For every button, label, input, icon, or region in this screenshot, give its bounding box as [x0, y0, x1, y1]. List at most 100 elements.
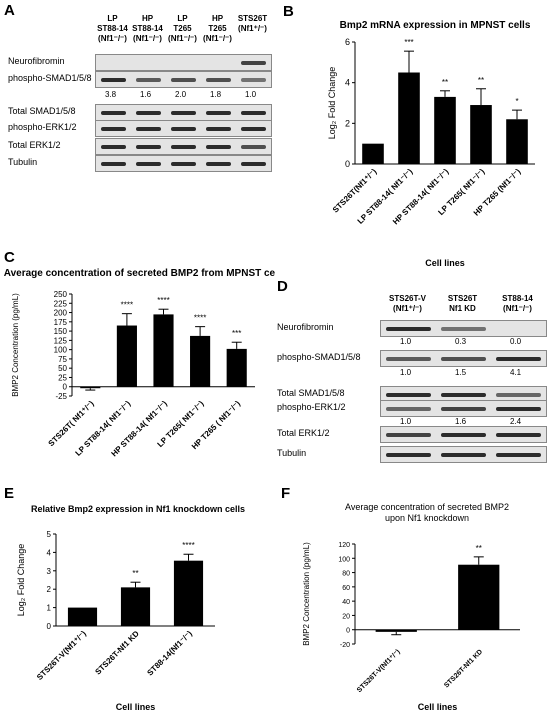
- y-tick-label: 50: [58, 364, 67, 373]
- lane-header: HP T265 (Nf1⁻/⁻): [200, 14, 235, 44]
- y-tick-label: 1: [47, 604, 52, 613]
- y-tick-label: 75: [58, 355, 67, 364]
- x-axis-label: Cell lines: [418, 702, 458, 712]
- y-axis-label: Log₂ Fold Change: [16, 544, 26, 617]
- lane-header-line: HP: [141, 14, 154, 23]
- blot-band: [136, 126, 161, 131]
- chart-title: Average concentration of secreted BMP2: [345, 502, 509, 512]
- bar: [116, 325, 137, 387]
- y-tick-label: 0: [346, 628, 350, 635]
- lane-header-line: (Nf1⁻/⁻): [168, 34, 197, 43]
- blot-band: [441, 356, 486, 361]
- blot-row-label: phospho-ERK1/2: [277, 402, 346, 412]
- blot-band: [171, 126, 196, 131]
- y-tick-label: -20: [340, 642, 350, 649]
- blot-band: [386, 326, 431, 331]
- significance-marker: ****: [194, 314, 206, 323]
- significance-marker: ****: [121, 301, 133, 310]
- blot-band: [171, 77, 196, 82]
- blot-row: [380, 446, 547, 463]
- lane-header-line: STS26T: [447, 294, 478, 303]
- y-tick-label: 100: [338, 556, 350, 563]
- psmad-quant: 4.1: [510, 368, 522, 377]
- chart-title: upon Nf1 knockdown: [385, 513, 469, 523]
- chart-f: F Average concentration of secreted BMP2u…: [281, 485, 520, 712]
- y-tick-label: 3: [47, 567, 52, 576]
- perk-quant: 1.6: [455, 417, 467, 426]
- blot-band: [441, 326, 486, 331]
- lane-header: STS26T Nf1 KD: [435, 294, 490, 314]
- blot-band: [386, 452, 431, 457]
- blot-band: [386, 356, 431, 361]
- x-axis-label: Cell lines: [116, 702, 156, 712]
- lane-header: HP ST88-14 (Nf1⁻/⁻): [130, 14, 165, 44]
- blot-band: [386, 432, 431, 437]
- blot-band: [136, 144, 161, 149]
- perk-quant: 2.4: [510, 417, 522, 426]
- blot-band: [171, 144, 196, 149]
- category-label: STS26T-Nf1 KD: [93, 629, 141, 677]
- blot-band: [386, 392, 431, 397]
- blot-row: [95, 71, 272, 88]
- y-tick-label: 2: [47, 585, 52, 594]
- significance-marker: **: [476, 544, 482, 553]
- lane-header-line: (Nf1⁺/⁻): [238, 24, 267, 33]
- blot-band: [496, 406, 541, 411]
- blot-row-label: phospho-ERK1/2: [8, 122, 77, 132]
- lane-header-line: HP: [211, 14, 224, 23]
- blot-band: [171, 110, 196, 115]
- lane-header-line: T265: [173, 24, 192, 33]
- lane-header-line: T265: [208, 24, 227, 33]
- y-tick-label: 125: [54, 336, 68, 345]
- category-label: ST88-14(Nf1⁻/⁻): [145, 629, 194, 678]
- lane-header: STS26T (Nf1⁺/⁻): [235, 14, 270, 34]
- lane-header-line: (Nf1⁻/⁻): [503, 304, 532, 313]
- y-tick-label: 150: [54, 327, 68, 336]
- significance-marker: ****: [182, 541, 194, 550]
- psmad-quant: 1.0: [400, 368, 412, 377]
- blot-row-label: Total SMAD1/5/8: [277, 388, 345, 398]
- panel-a: A LP ST88-14 (Nf1⁻/⁻) HP ST88-14 (Nf1⁻/⁻) LP T2…: [0, 0, 275, 200]
- blot-row-label: Neurofibromin: [8, 56, 65, 66]
- significance-marker: **: [442, 78, 448, 87]
- lane-header-line: (Nf1⁻/⁻): [203, 34, 232, 43]
- blot-band: [101, 144, 126, 149]
- blot-band: [496, 356, 541, 361]
- significance-marker: **: [132, 569, 138, 578]
- panel-label-a: A: [4, 2, 15, 19]
- blot-band: [496, 392, 541, 397]
- y-tick-label: 20: [342, 613, 350, 620]
- blot-row: [95, 104, 272, 121]
- panel-label: C: [4, 249, 15, 266]
- blot-row: [380, 320, 547, 337]
- chart-title: Relative Bmp2 expression in Nf1 knockdow…: [31, 504, 245, 514]
- bar: [434, 96, 456, 164]
- y-tick-label: 4: [345, 78, 350, 88]
- significance-marker: ****: [157, 296, 169, 305]
- blot-band: [136, 110, 161, 115]
- y-tick-label: 120: [338, 542, 350, 549]
- blot-row: [380, 350, 547, 367]
- psmad-quant: 1.6: [140, 90, 152, 99]
- nf1-quant: 1.0: [400, 337, 412, 346]
- blot-band: [241, 144, 266, 149]
- y-tick-label: 40: [342, 599, 350, 606]
- y-tick-label: 2: [345, 118, 350, 128]
- blot-row-label: Tubulin: [8, 157, 38, 167]
- panel-d: D STS26T-V (Nf1⁺/⁻) STS26T Nf1 KD ST88-14 (Nf…: [275, 278, 550, 480]
- y-tick-label: 0: [63, 383, 68, 392]
- bar: [80, 386, 101, 389]
- bar: [375, 629, 417, 632]
- lane-header-line: Nf1 KD: [449, 304, 476, 313]
- lane-header-line: (Nf1⁻/⁻): [133, 34, 162, 43]
- chart-e: E Relative Bmp2 expression in Nf1 knockdo…: [4, 485, 245, 712]
- blot-band: [206, 77, 231, 82]
- lane-header-line: ST88-14: [97, 24, 128, 33]
- bar: [506, 119, 528, 164]
- blot-row: [95, 54, 272, 71]
- panel-label: E: [4, 485, 14, 502]
- blot-band: [386, 406, 431, 411]
- x-axis-label: Cell lines: [425, 258, 465, 268]
- nf1-quant: 0.3: [455, 337, 467, 346]
- psmad-quant: 1.5: [455, 368, 467, 377]
